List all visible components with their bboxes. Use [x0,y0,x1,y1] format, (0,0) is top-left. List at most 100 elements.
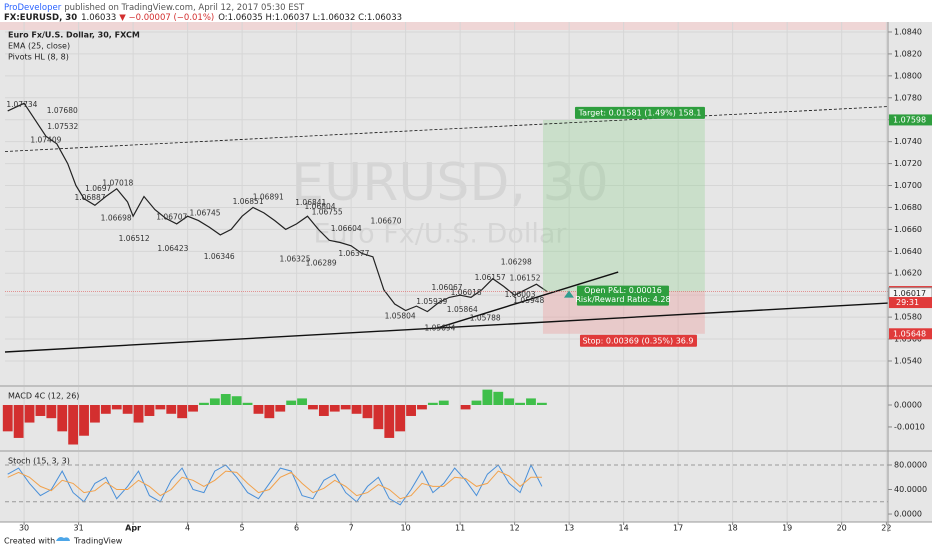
stoch-line [7,463,543,506]
x-tick-label: 4 [185,524,190,533]
histogram-bar [427,402,438,405]
histogram-bar [504,398,515,405]
histogram-bar [460,405,471,410]
stoch-title: Stoch (15, 3, 3) [8,457,70,466]
pivot-label: 1.06289 [306,258,337,267]
y-tick-label: 1.0840 [894,27,922,36]
price-badge-label: 1.06017 [893,289,926,298]
histogram-bar [297,398,307,405]
pivot-label: 1.06670 [370,217,401,226]
watermark-name: Euro Fx/U.S. Dollar [314,219,568,250]
pivot-label: 1.06851 [233,197,264,206]
histogram-bar [318,405,329,416]
chart-background [0,22,932,522]
pivot-label: 1.06325 [279,255,310,264]
pivot-label: 1.06157 [475,273,506,282]
pivot-label: 1.06891 [253,192,284,201]
y-tick-label: 1.0680 [894,203,922,212]
y-tick-label: 1.0820 [894,49,922,58]
up-arrow [563,290,574,298]
ohlc: O:1.06035 H:1.06037 L:1.06032 C:1.06033 [218,13,402,23]
author[interactable]: ProDeveloper [4,3,62,13]
pivot-label: 1.07409 [30,136,61,145]
x-tick-label: Apr [125,524,141,533]
countdown-box [889,297,932,309]
y-tick-label: 1.0780 [894,93,922,102]
price-line [7,102,548,313]
histogram-bar [417,405,427,410]
x-tick-label: 6 [294,524,299,533]
stop-label-box [579,334,697,347]
histogram-bar [220,394,231,405]
histogram-bar [536,402,547,405]
pivot-label: 1.05804 [385,312,416,321]
x-tick-label: 20 [837,524,847,533]
risk-reward: Risk/Reward Ratio: 4.28 [575,295,670,304]
histogram-bar [482,389,493,405]
pivot-label: 1.05694 [424,324,455,333]
pnl-box [576,285,669,306]
histogram-bar [35,405,46,416]
histogram-bar [515,402,525,405]
pivot-label: 1.06604 [331,224,362,233]
histogram-bar [340,405,351,410]
histogram-bar [79,405,89,436]
pivot-label: 1.05939 [416,297,447,306]
x-tick-label: 22 [881,524,891,533]
pivot-label: 1.06707 [156,213,187,222]
pivot-label: 1.06346 [204,252,235,261]
histogram-bar [264,405,275,419]
pivot-label: 1.05788 [470,313,501,322]
histogram-bar [329,405,340,412]
x-tick-label: 31 [73,524,83,533]
footer-created: Created with [4,537,55,546]
x-tick-label: 7 [349,524,354,533]
histogram-bar [100,405,111,414]
pivot-label: 1.06298 [501,258,532,267]
symbol: FX:EURUSD, 30 [4,13,77,23]
histogram-bar [13,405,24,438]
histogram-bar [57,405,68,432]
pivot-label: 1.06423 [157,244,188,253]
histogram-bar [46,405,57,419]
y-tick-label: 40.0000 [894,485,927,494]
histogram-bar [438,400,449,405]
y-tick-label: 1.0620 [894,269,922,278]
histogram-bar [133,405,144,423]
price-badge-label: 1.05648 [893,329,926,338]
pivot-label: 1.06067 [432,283,463,292]
plot-layer: 1.05401.05601.05801.06001.06201.06401.06… [2,22,932,533]
histogram-bar [166,405,177,414]
pivot-label: 1.06745 [190,208,221,217]
target-label: Target: 0.01581 (1.49%) 158.1 [578,108,702,117]
footer-brand[interactable]: TradingView [73,537,123,546]
pivot-label: 1.06887 [75,193,106,202]
pivot-label: 1.06841 [295,198,326,207]
histogram-bar [90,405,100,423]
target-zone [542,119,705,292]
y-tick-label: 1.0800 [894,71,922,80]
histogram-bar [351,405,362,414]
x-tick-label: 14 [619,524,629,533]
pivot-label: 1.06755 [312,207,343,216]
histogram-bar [242,402,253,405]
y-tick-label: 0.0000 [894,401,922,410]
tradingview-logo [56,537,70,541]
y-tick-label: 0.0000 [894,510,922,519]
histogram-bar [362,405,373,419]
pivot-label: 1.06152 [509,274,540,283]
pivot-label: 1.07680 [47,106,78,115]
trend-line [437,271,619,329]
pivot-label: 1.07532 [47,122,78,131]
indicator-pivots: Pivots HL (8, 8) [8,53,69,62]
macd-title: MACD 4C (12, 26) [8,392,79,401]
symbol-title: Euro Fx/U.S. Dollar, 30, FXCM [8,31,140,40]
quote-line: FX:EURUSD, 30 1.06033 ▼ −0.00007 (−0.01%) O… [4,13,402,23]
y-tick-label: 1.0580 [894,313,922,322]
histogram-bar [122,405,133,414]
histogram-bar [144,405,155,416]
alert-band [0,22,888,30]
histogram-bar [286,400,297,405]
trend-line [4,302,889,353]
histogram-bar [68,405,79,445]
